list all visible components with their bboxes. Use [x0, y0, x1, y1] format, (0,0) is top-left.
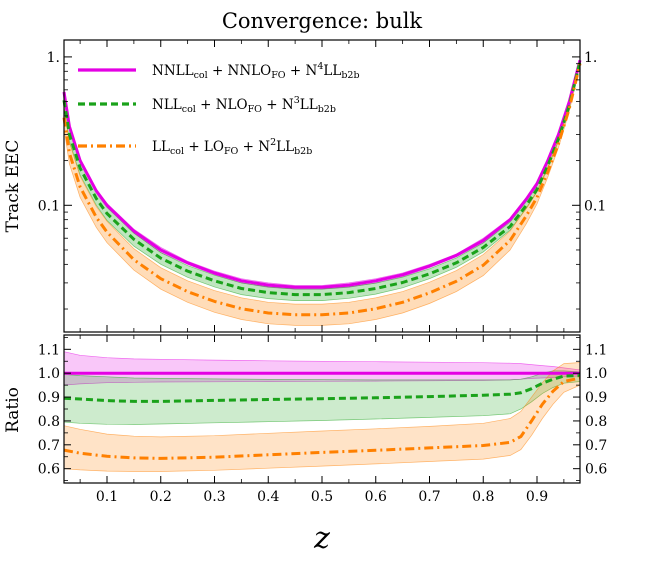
upper-line-series-1 [62, 61, 582, 297]
legend-label-part: b2b [318, 104, 336, 115]
legend-label-part: 2 [270, 137, 276, 148]
legend-label-part: + LO [184, 139, 224, 155]
upper-left-ytick-label-0: 1. [47, 50, 60, 66]
legend-label-part: LL [152, 139, 170, 155]
upper-left-ytick-label-1: 0.1 [38, 198, 60, 214]
upper-right-ytick-label-1: 0.1 [584, 198, 606, 214]
legend-label-part: 3 [294, 95, 300, 106]
x-tick-label-3: 0.4 [257, 489, 279, 505]
legend-label-part: col [194, 70, 208, 81]
lower-left-ytick-label-3: 0.9 [38, 390, 60, 406]
x-tick-label-6: 0.7 [418, 489, 440, 505]
legend-label-part: + N [262, 97, 294, 113]
lower-right-ytick-label-4: 1.0 [585, 366, 607, 382]
legend-label-part: + N [238, 139, 270, 155]
x-tick-label-8: 0.9 [526, 489, 548, 505]
x-tick-label-1: 0.2 [150, 489, 172, 505]
legend-label-part: FO [271, 70, 286, 81]
legend-label-part: 4 [317, 61, 323, 72]
x-axis-label: z [313, 521, 330, 556]
legend-label-part: FO [248, 104, 263, 115]
x-tick-label-0: 0.1 [96, 489, 118, 505]
legend-label-part: + NLO [196, 97, 248, 113]
legend-label-part: LL [276, 139, 294, 155]
legend-label-part: col [182, 104, 196, 115]
legend-label-part: NNLL [152, 63, 194, 79]
upper-right-ytick-label-0: 1. [584, 50, 597, 66]
upper-y-axis-label: Track EEC [3, 140, 23, 233]
lower-line-series-2 [63, 376, 581, 460]
legend-label-part: LL [323, 63, 341, 79]
lower-left-ytick-label-5: 1.1 [38, 342, 60, 358]
chart-title: Convergence: bulk [222, 9, 423, 33]
legend-label-1: NLLcol + NLOFO + N3LLb2b [152, 95, 336, 115]
lower-right-ytick-label-2: 0.8 [585, 414, 607, 430]
upper-line-series-0 [62, 59, 582, 289]
lower-y-axis-label: Ratio [3, 387, 23, 433]
legend-label-part: b2b [294, 146, 312, 157]
lower-right-ytick-label-3: 0.9 [585, 390, 607, 406]
x-tick-label-4: 0.5 [311, 489, 333, 505]
lower-left-ytick-label-2: 0.8 [38, 414, 60, 430]
legend-label-0: NNLLcol + NNLOFO + N4LLb2b [152, 61, 360, 81]
tick-labels: 0.1 0.2 0.3 0.4 0.5 0.6 0.7 0.8 0.9 1. 1. 0.1 0.1 0.6… [38, 50, 608, 505]
x-tick-label-5: 0.6 [365, 489, 387, 505]
axis-ticks [64, 40, 580, 483]
legend-label-part: LL [300, 97, 318, 113]
lower-left-ytick-label-4: 1.0 [38, 366, 60, 382]
legend-label-2: LLcol + LOFO + N2LLb2b [152, 137, 312, 157]
upper-line-series-2 [62, 63, 582, 317]
lower-left-ytick-label-1: 0.7 [38, 438, 60, 454]
lower-right-ytick-label-5: 1.1 [585, 342, 607, 358]
x-tick-label-2: 0.3 [203, 489, 225, 505]
legend-label-part: FO [224, 146, 239, 157]
lower-right-ytick-label-0: 0.6 [585, 462, 607, 478]
legend-label-part: NLL [152, 97, 182, 113]
x-tick-label-7: 0.8 [472, 489, 494, 505]
legend-label-part: b2b [341, 70, 359, 81]
legend-label-part: + N [286, 63, 318, 79]
legend-label-part: + NNLO [208, 63, 272, 79]
lower-left-ytick-label-0: 0.6 [38, 462, 60, 478]
central-curves [62, 59, 582, 460]
lower-right-ytick-label-1: 0.7 [585, 438, 607, 454]
legend-label-part: col [170, 146, 184, 157]
